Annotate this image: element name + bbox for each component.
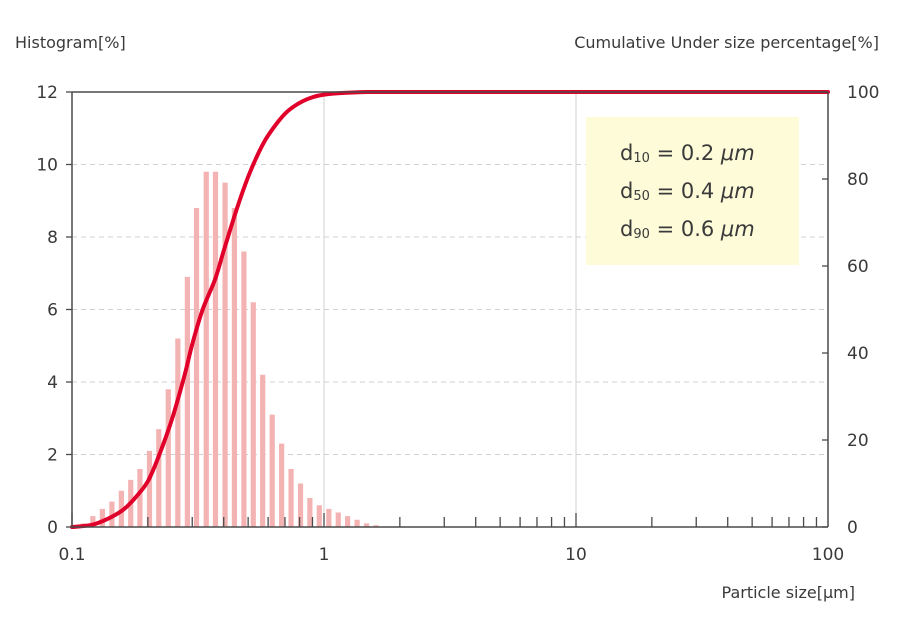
left-axis-title: Histogram[%] (15, 33, 126, 52)
y-left-tick-label: 4 (47, 373, 58, 393)
histogram-bar (260, 374, 266, 527)
histogram-bar (193, 208, 200, 527)
y-left-tick-label: 8 (47, 228, 58, 248)
annotation-symbol: d (620, 217, 633, 241)
x-axis-title: Particle size[µm] (722, 583, 855, 602)
x-tick-label: 100 (812, 545, 844, 565)
histogram-bar (184, 276, 190, 527)
histogram-bar (231, 208, 237, 527)
y-right-tick-label: 100 (847, 83, 879, 103)
histogram-bar (241, 251, 247, 527)
annotation-subscript: 10 (633, 151, 650, 166)
y-right-tick-label: 0 (847, 518, 858, 538)
histogram-bar (203, 171, 209, 527)
y-right-tick-label: 60 (847, 257, 869, 277)
annotation-symbol: d (620, 179, 633, 203)
y-left-tick-label: 0 (47, 518, 58, 538)
histogram-bar (335, 512, 341, 527)
histogram-bar (307, 498, 313, 527)
histogram-bar (222, 182, 228, 527)
histogram-bar (288, 469, 294, 527)
histogram-bar (212, 171, 219, 527)
annotation-equals: = (650, 217, 681, 241)
histogram-bar (99, 508, 105, 527)
histogram-bar (109, 501, 115, 527)
histogram-bar (156, 429, 162, 527)
annotation-unit: μm (720, 141, 755, 165)
right-axis-title: Cumulative Under size percentage[%] (574, 33, 879, 52)
annotation-value: 0.6 (681, 217, 721, 241)
histogram-bar (373, 525, 379, 527)
x-tick-label: 1 (319, 545, 330, 565)
tick-labels: 0 2 4 6 8 10 12 0 20 40 60 80 100 0.1 1 10 100 (36, 83, 879, 565)
annotation-symbol: d (620, 141, 633, 165)
y-left-tick-label: 10 (36, 156, 58, 176)
axes (66, 91, 829, 528)
y-left-tick-label: 2 (47, 446, 58, 466)
y-left-tick-label: 12 (36, 83, 58, 103)
annotation-unit: μm (720, 179, 755, 203)
annotation-value: 0.2 (681, 141, 721, 165)
annotation-subscript: 50 (633, 189, 650, 204)
histogram-bar (250, 302, 256, 527)
x-tick-label: 0.1 (58, 545, 85, 565)
annotation-text: d50 = 0.4 μm (620, 179, 755, 204)
x-tick-label: 10 (565, 545, 587, 565)
annotation-equals: = (650, 179, 681, 203)
histogram-bar (165, 389, 171, 527)
histogram-bar (175, 338, 181, 527)
annotation-equals: = (650, 141, 681, 165)
y-right-tick-label: 80 (847, 170, 869, 190)
histogram-bar (279, 443, 285, 527)
histogram-bar (316, 505, 322, 527)
histogram-bar (269, 414, 275, 527)
annotation-text: d10 = 0.2 μm (620, 141, 755, 166)
y-left-tick-label: 6 (47, 301, 58, 321)
annotation-text: d90 = 0.6 μm (620, 217, 755, 242)
annotation-unit: μm (720, 217, 755, 241)
histogram-bars (71, 171, 379, 527)
annotation-value: 0.4 (681, 179, 721, 203)
histogram-bar (137, 469, 143, 527)
y-right-tick-label: 40 (847, 344, 869, 364)
histogram-bar (297, 483, 304, 527)
histogram-bar (326, 508, 332, 527)
histogram-bar (354, 519, 360, 527)
histogram-bar (363, 523, 370, 527)
annotation-subscript: 90 (633, 227, 650, 242)
annotation-box (586, 117, 799, 265)
y-right-tick-label: 20 (847, 431, 869, 451)
histogram-bar (345, 516, 351, 527)
histogram-bar (90, 516, 96, 527)
histogram-bar (146, 450, 153, 527)
